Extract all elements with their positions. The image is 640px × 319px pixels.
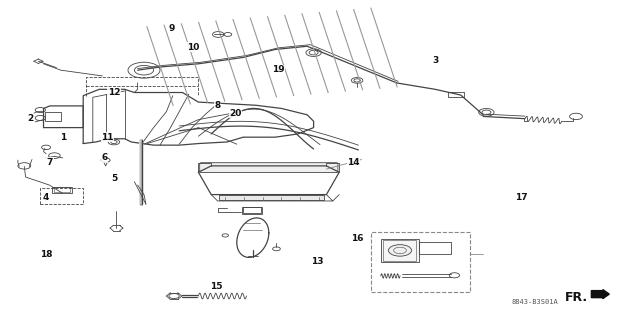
Bar — [219, 195, 324, 200]
Text: 7: 7 — [47, 158, 53, 167]
Text: 20: 20 — [229, 109, 242, 118]
Text: 8843-B3S01A: 8843-B3S01A — [512, 299, 559, 305]
Text: 1: 1 — [60, 133, 66, 142]
FancyArrow shape — [591, 290, 609, 299]
Bar — [54, 187, 70, 192]
Text: 3: 3 — [432, 56, 438, 65]
Bar — [371, 232, 470, 292]
Bar — [383, 240, 416, 261]
Text: 16: 16 — [351, 234, 364, 243]
Text: FR.: FR. — [564, 291, 588, 304]
Text: 11: 11 — [101, 133, 114, 142]
Text: 2: 2 — [28, 114, 34, 122]
FancyBboxPatch shape — [200, 163, 338, 173]
Text: 19: 19 — [272, 65, 285, 74]
Bar — [242, 207, 262, 214]
Text: 12: 12 — [108, 88, 120, 97]
Bar — [419, 242, 451, 254]
Text: 13: 13 — [310, 257, 323, 266]
Text: 6: 6 — [101, 153, 108, 162]
Bar — [243, 207, 261, 213]
Bar — [52, 187, 72, 193]
Text: 17: 17 — [515, 193, 528, 202]
Bar — [40, 188, 83, 204]
Text: 10: 10 — [187, 43, 200, 52]
Circle shape — [388, 245, 412, 256]
Text: 8: 8 — [214, 101, 221, 110]
Text: 18: 18 — [40, 250, 52, 259]
Bar — [448, 92, 464, 97]
Text: 15: 15 — [210, 282, 223, 291]
Bar — [381, 239, 419, 262]
Bar — [45, 112, 61, 121]
Text: 9: 9 — [168, 24, 175, 33]
Text: 14: 14 — [347, 158, 360, 167]
Text: 4: 4 — [43, 193, 49, 202]
Text: 5: 5 — [111, 174, 117, 182]
